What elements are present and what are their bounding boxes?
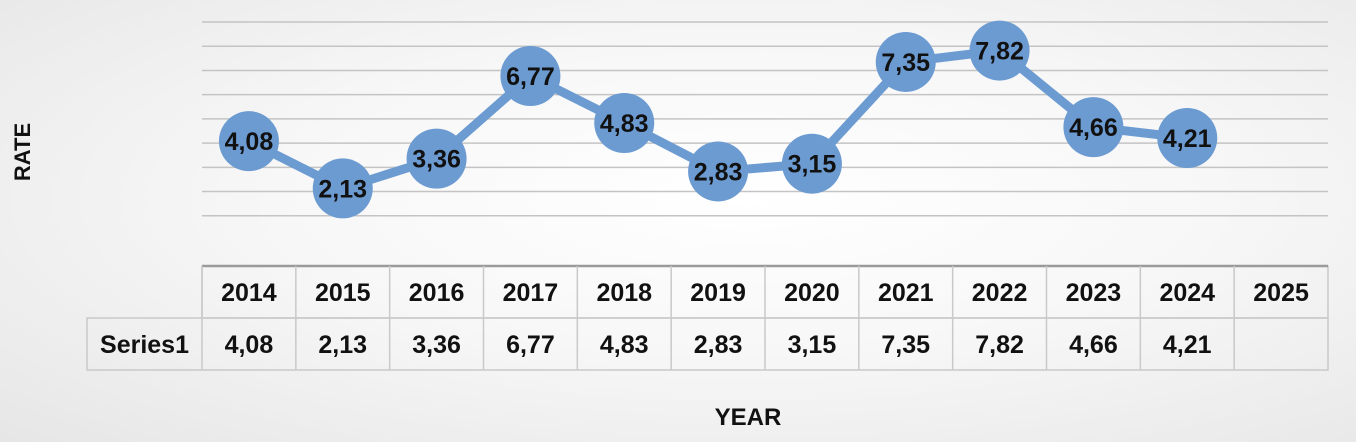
- x-tick-label: 2023: [1066, 279, 1122, 307]
- x-tick-label: 2024: [1159, 279, 1215, 307]
- data-point: [1063, 97, 1124, 158]
- data-label: 2,13: [318, 175, 367, 203]
- x-tick-label: 2017: [503, 279, 559, 307]
- series-name-label: Series1: [100, 331, 189, 359]
- table-value-cell: 7,82: [975, 331, 1024, 359]
- x-tick-label: 2019: [690, 279, 746, 307]
- x-tick-label: 2020: [784, 279, 840, 307]
- data-point: [1157, 108, 1218, 169]
- data-table: 2014 2015 2016 2017 2018 2019 2020 2021 2022 2023…: [86, 264, 1329, 371]
- x-tick-label: 2021: [878, 279, 934, 307]
- data-label: 7,35: [881, 49, 930, 77]
- data-label: 2,83: [694, 158, 743, 186]
- data-point: [688, 141, 749, 202]
- table-value-cell: 3,15: [788, 331, 837, 359]
- x-tick-label: 2025: [1253, 279, 1309, 307]
- y-axis-label: RATE: [10, 123, 35, 181]
- table-value-cell: 4,21: [1163, 331, 1212, 359]
- data-label: 4,83: [600, 110, 649, 138]
- table-value-cell: 3,36: [412, 331, 461, 359]
- data-label: 4,66: [1069, 114, 1118, 142]
- data-point: [312, 158, 373, 219]
- table-value-cell: 4,83: [600, 331, 649, 359]
- data-label: 4,08: [225, 128, 274, 156]
- x-tick-label: 2015: [315, 279, 371, 307]
- data-point: [781, 133, 842, 194]
- data-point: [218, 111, 279, 172]
- table-value-cell: 4,08: [225, 331, 274, 359]
- data-point: [406, 128, 467, 189]
- gridlines: [202, 21, 1328, 217]
- x-tick-label: 2016: [409, 279, 465, 307]
- table-value-cell: 2,13: [318, 331, 367, 359]
- data-points: 4,08 2,13 3,36 6,77 4,83 2,83 3,15 7,35 7,82 4,66…: [218, 20, 1218, 219]
- data-label: 6,77: [506, 63, 555, 91]
- data-point: [500, 46, 561, 107]
- data-point: [875, 31, 936, 92]
- table-value-cell: 7,35: [881, 331, 930, 359]
- x-tick-label: 2018: [596, 279, 652, 307]
- x-tick-label: 2014: [221, 279, 277, 307]
- data-label: 4,21: [1163, 125, 1212, 153]
- x-tick-label: 2022: [972, 279, 1028, 307]
- table-value-cell: 4,66: [1069, 331, 1118, 359]
- data-point: [594, 93, 655, 154]
- x-axis-label: YEAR: [715, 404, 782, 431]
- table-series-row: [86, 317, 1329, 371]
- data-point: [969, 20, 1030, 81]
- data-label: 7,82: [975, 38, 1024, 66]
- data-label: 3,36: [412, 146, 461, 174]
- table-value-cell: 6,77: [506, 331, 555, 359]
- table-value-cell: 2,83: [694, 331, 743, 359]
- data-label: 3,15: [788, 151, 837, 179]
